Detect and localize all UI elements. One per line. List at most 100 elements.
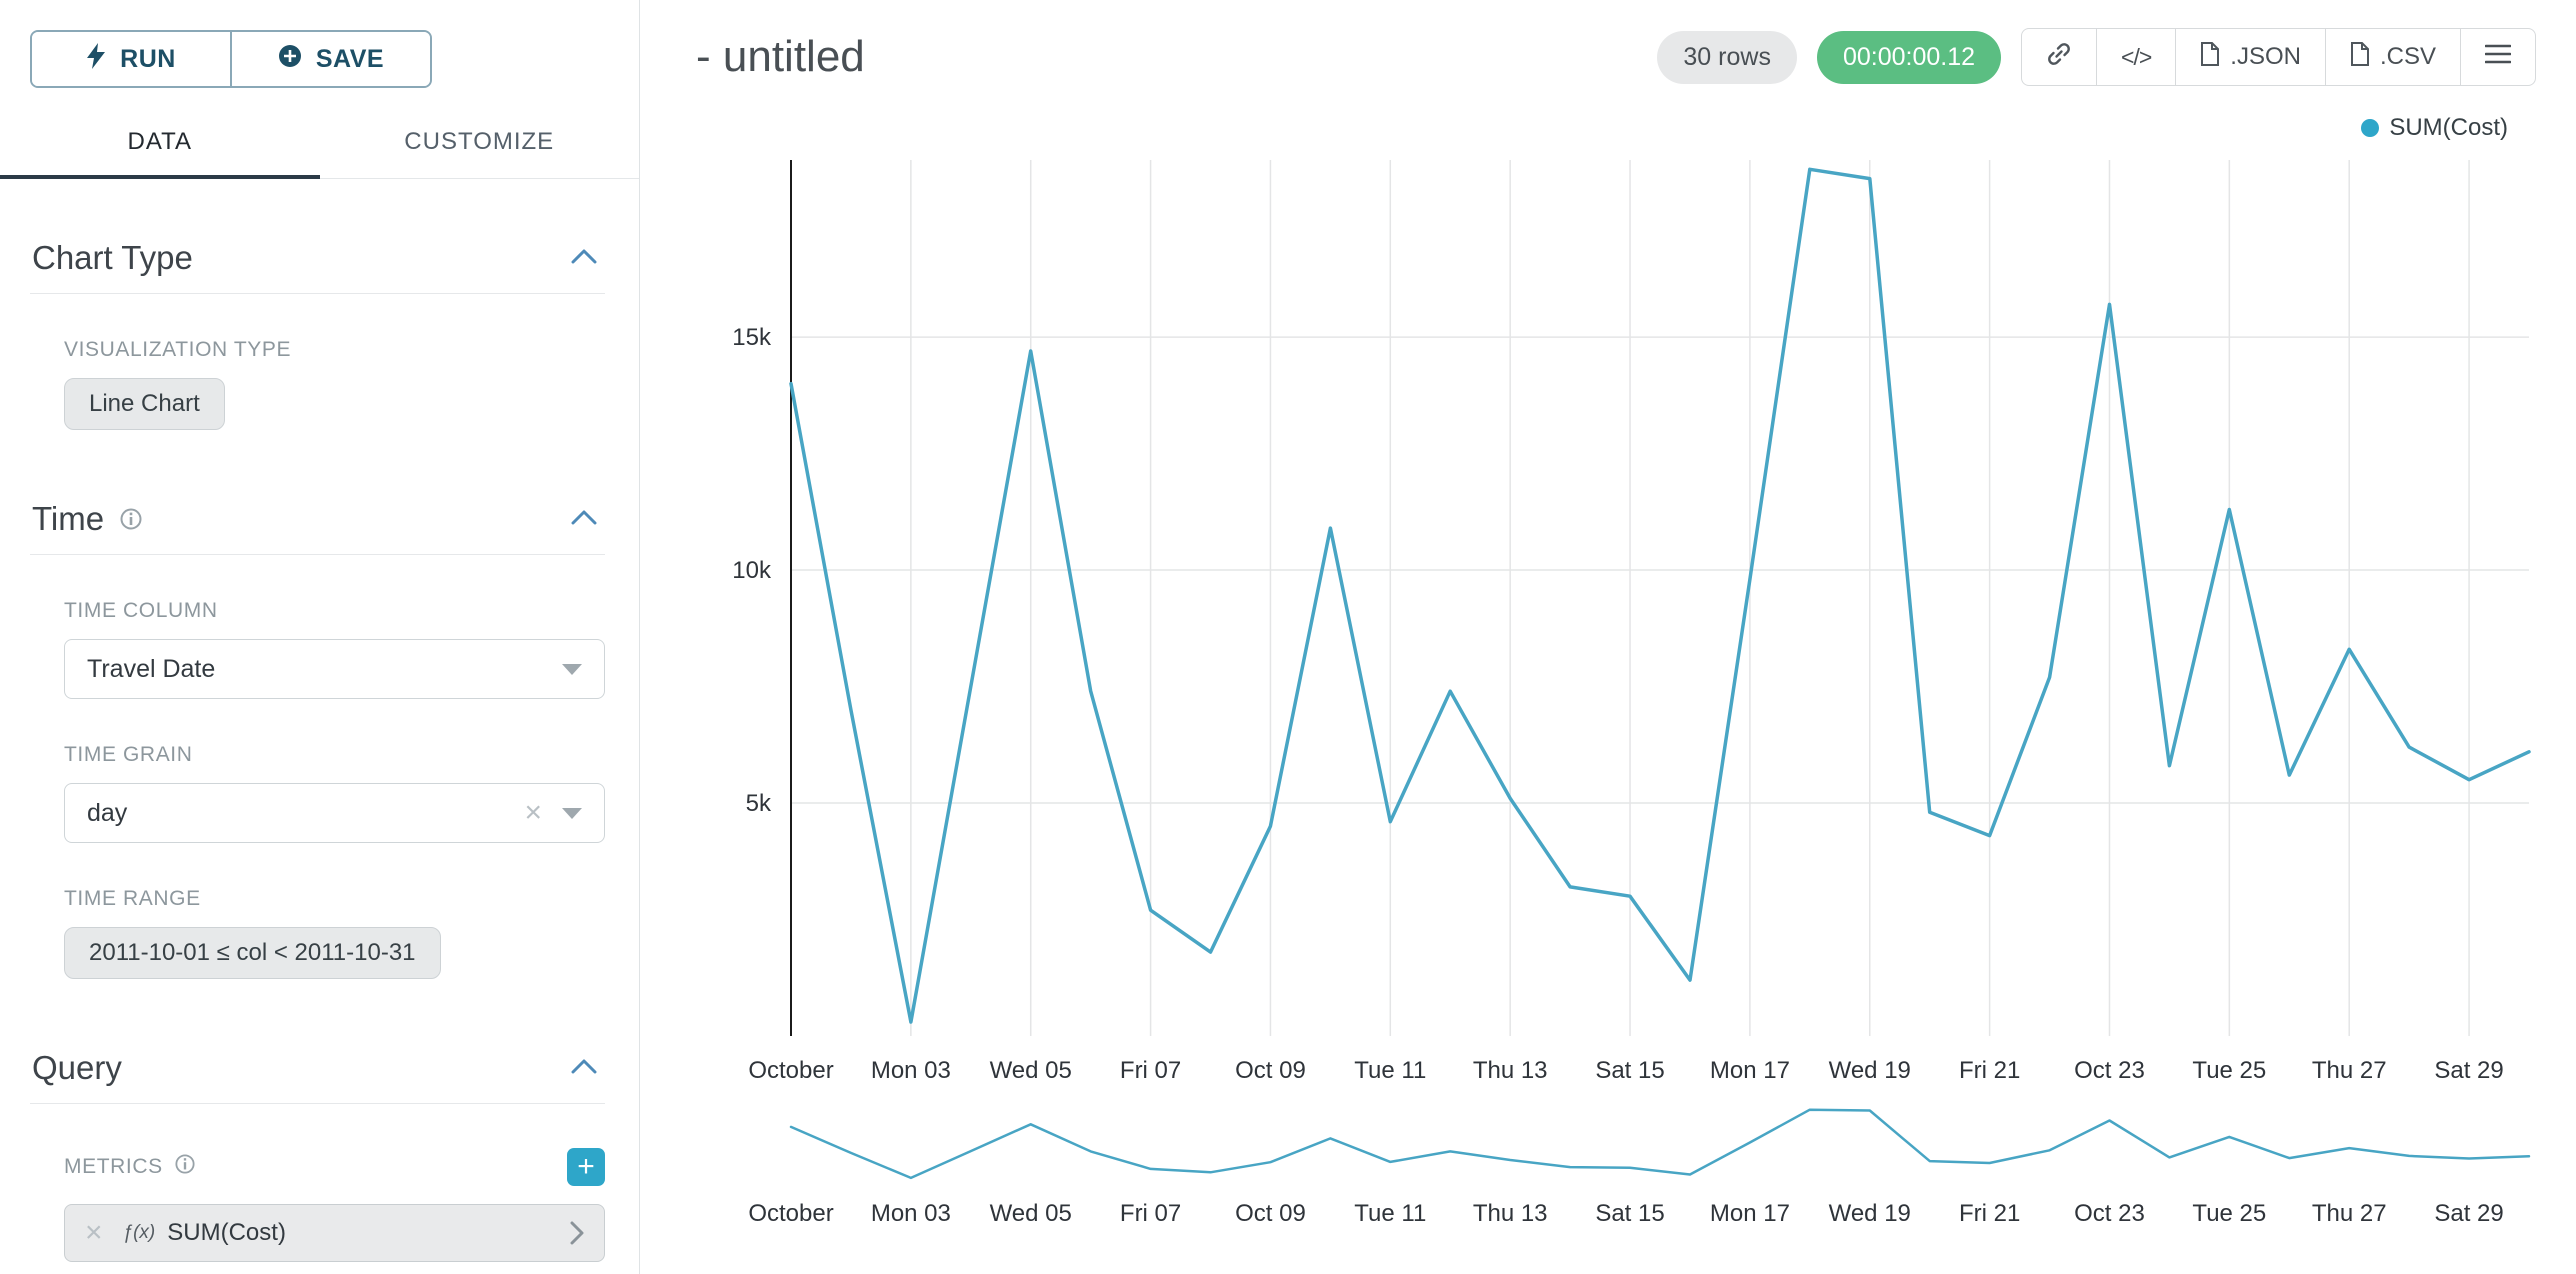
control-panel: Chart Type VISUALIZATION TYPE Line Chart… <box>0 179 639 1274</box>
svg-text:Tue 25: Tue 25 <box>2192 1057 2266 1084</box>
metric-name: SUM(Cost) <box>167 1219 286 1246</box>
svg-text:Sat 29: Sat 29 <box>2434 1057 2503 1084</box>
section-chart-type-body: VISUALIZATION TYPE Line Chart <box>30 338 605 430</box>
export-csv-button[interactable]: .CSV <box>2324 28 2461 86</box>
svg-text:Thu 27: Thu 27 <box>2312 1200 2387 1227</box>
focus-brush-chart[interactable]: October Mon 03 Wed 05 Fri 07 Oct 09 Tue 11 Thu… <box>696 1099 2536 1234</box>
svg-text:Mon 03: Mon 03 <box>871 1057 951 1084</box>
chart-header-controls: 30 rows 00:00:00.12 </> .JSON <box>1657 28 2536 86</box>
metrics-label: METRICS <box>64 1155 163 1178</box>
time-grain-value: day <box>87 798 128 827</box>
export-toolbar: </> .JSON .CSV <box>2021 28 2536 86</box>
time-grain-select[interactable]: day × <box>64 783 605 843</box>
menu-button[interactable] <box>2460 28 2536 86</box>
run-button-label: RUN <box>120 44 176 73</box>
svg-text:Wed 05: Wed 05 <box>990 1057 1072 1084</box>
section-chart-type-title: Chart Type <box>32 239 193 276</box>
view-query-button[interactable]: </> <box>2096 28 2177 86</box>
svg-text:Oct 23: Oct 23 <box>2074 1057 2145 1084</box>
visualization-type-value[interactable]: Line Chart <box>64 378 225 430</box>
clear-icon[interactable]: × <box>524 796 542 829</box>
export-json-button[interactable]: .JSON <box>2175 28 2326 86</box>
chart-legend[interactable]: SUM(Cost) <box>696 108 2536 148</box>
chart-header: - untitled 30 rows 00:00:00.12 </> .JSON <box>696 28 2536 86</box>
code-icon: </> <box>2121 43 2152 70</box>
svg-text:Fri 07: Fri 07 <box>1120 1200 1181 1227</box>
svg-text:Thu 13: Thu 13 <box>1473 1057 1548 1084</box>
svg-text:10k: 10k <box>732 557 772 584</box>
query-actions-group: RUN SAVE <box>30 30 432 88</box>
control-panel-sidebar: RUN SAVE DATA CUSTOMIZE Chart Type VISUA… <box>0 0 640 1274</box>
svg-text:Sat 15: Sat 15 <box>1595 1057 1664 1084</box>
chevron-up-icon[interactable] <box>571 509 597 530</box>
tab-data[interactable]: DATA <box>0 108 320 179</box>
row-count-badge: 30 rows <box>1657 30 1797 84</box>
section-time-body: TIME COLUMN Travel Date TIME GRAIN day ×… <box>30 599 605 979</box>
caret-down-icon <box>562 663 582 675</box>
svg-text:Oct 09: Oct 09 <box>1235 1200 1306 1227</box>
svg-text:October: October <box>748 1057 833 1084</box>
svg-text:15k: 15k <box>732 324 772 351</box>
section-time-title-text: Time <box>32 500 105 537</box>
share-link-button[interactable] <box>2021 28 2098 86</box>
svg-text:October: October <box>748 1200 833 1227</box>
save-button[interactable]: SAVE <box>230 32 430 86</box>
svg-text:Wed 19: Wed 19 <box>1829 1057 1911 1084</box>
section-chart-type-header[interactable]: Chart Type <box>30 239 605 294</box>
svg-text:Tue 11: Tue 11 <box>1354 1200 1426 1227</box>
add-metric-button[interactable]: + <box>567 1148 605 1186</box>
svg-text:Thu 27: Thu 27 <box>2312 1057 2387 1084</box>
metrics-label-group: METRICS <box>64 1154 195 1180</box>
hamburger-icon <box>2484 43 2512 71</box>
chart-title: - untitled <box>696 32 865 81</box>
caret-down-icon <box>562 807 582 819</box>
svg-text:Fri 07: Fri 07 <box>1120 1057 1181 1084</box>
svg-text:Tue 25: Tue 25 <box>2192 1200 2266 1227</box>
tab-data-label: DATA <box>127 128 192 155</box>
tab-customize-label: CUSTOMIZE <box>404 128 555 155</box>
remove-metric-icon[interactable]: × <box>85 1216 103 1249</box>
file-icon <box>2350 41 2370 73</box>
save-button-label: SAVE <box>315 44 385 73</box>
visualization-type-label: VISUALIZATION TYPE <box>64 338 292 361</box>
section-time-header[interactable]: Time <box>30 500 605 555</box>
time-column-select[interactable]: Travel Date <box>64 639 605 699</box>
time-range-value[interactable]: 2011-10-01 ≤ col < 2011-10-31 <box>64 927 441 979</box>
svg-text:Tue 11: Tue 11 <box>1354 1057 1426 1084</box>
tab-customize[interactable]: CUSTOMIZE <box>320 108 640 178</box>
function-icon: ƒ(x) <box>122 1222 156 1243</box>
metrics-header: METRICS + <box>64 1148 605 1186</box>
export-csv-label: .CSV <box>2379 43 2436 70</box>
svg-text:Sat 29: Sat 29 <box>2434 1200 2503 1227</box>
time-range-label: TIME RANGE <box>64 887 201 910</box>
time-grain-label: TIME GRAIN <box>64 743 193 766</box>
main-line-chart[interactable]: 5k 10k 15k October Mon 03 Wed 05 Fri 07 Oct 09 T… <box>696 148 2536 1093</box>
section-query-body: METRICS + × ƒ(x) SUM(Cost) FILTERS <box>30 1148 605 1274</box>
svg-text:Oct 09: Oct 09 <box>1235 1057 1306 1084</box>
section-time-title: Time <box>32 500 142 538</box>
chevron-up-icon[interactable] <box>571 1058 597 1079</box>
panel-tabs: DATA CUSTOMIZE <box>0 108 639 179</box>
chevron-up-icon[interactable] <box>571 248 597 269</box>
svg-text:Oct 23: Oct 23 <box>2074 1200 2145 1227</box>
legend-series-label: SUM(Cost) <box>2389 114 2508 141</box>
run-button[interactable]: RUN <box>32 32 230 86</box>
svg-text:Mon 17: Mon 17 <box>1710 1057 1790 1084</box>
lightning-icon <box>86 42 106 76</box>
svg-text:Wed 19: Wed 19 <box>1829 1200 1911 1227</box>
time-column-value: Travel Date <box>87 654 216 683</box>
metric-chip[interactable]: × ƒ(x) SUM(Cost) <box>64 1204 605 1262</box>
chevron-right-icon[interactable] <box>570 1221 584 1245</box>
query-timer-badge: 00:00:00.12 <box>1816 30 2002 84</box>
chart-container: SUM(Cost) 5k 10k 15k October Mon 03 Wed 05 Fri… <box>696 90 2536 1274</box>
info-icon <box>120 500 142 538</box>
section-query-title: Query <box>32 1049 122 1086</box>
section-query-header[interactable]: Query <box>30 1049 605 1104</box>
export-json-label: .JSON <box>2230 43 2301 70</box>
svg-text:Thu 13: Thu 13 <box>1473 1200 1548 1227</box>
plus-circle-icon <box>278 44 302 75</box>
link-icon <box>2046 41 2072 74</box>
svg-text:Mon 03: Mon 03 <box>871 1200 951 1227</box>
chart-area: - untitled 30 rows 00:00:00.12 </> .JSON <box>640 0 2576 1274</box>
svg-text:Fri 21: Fri 21 <box>1959 1057 2020 1084</box>
